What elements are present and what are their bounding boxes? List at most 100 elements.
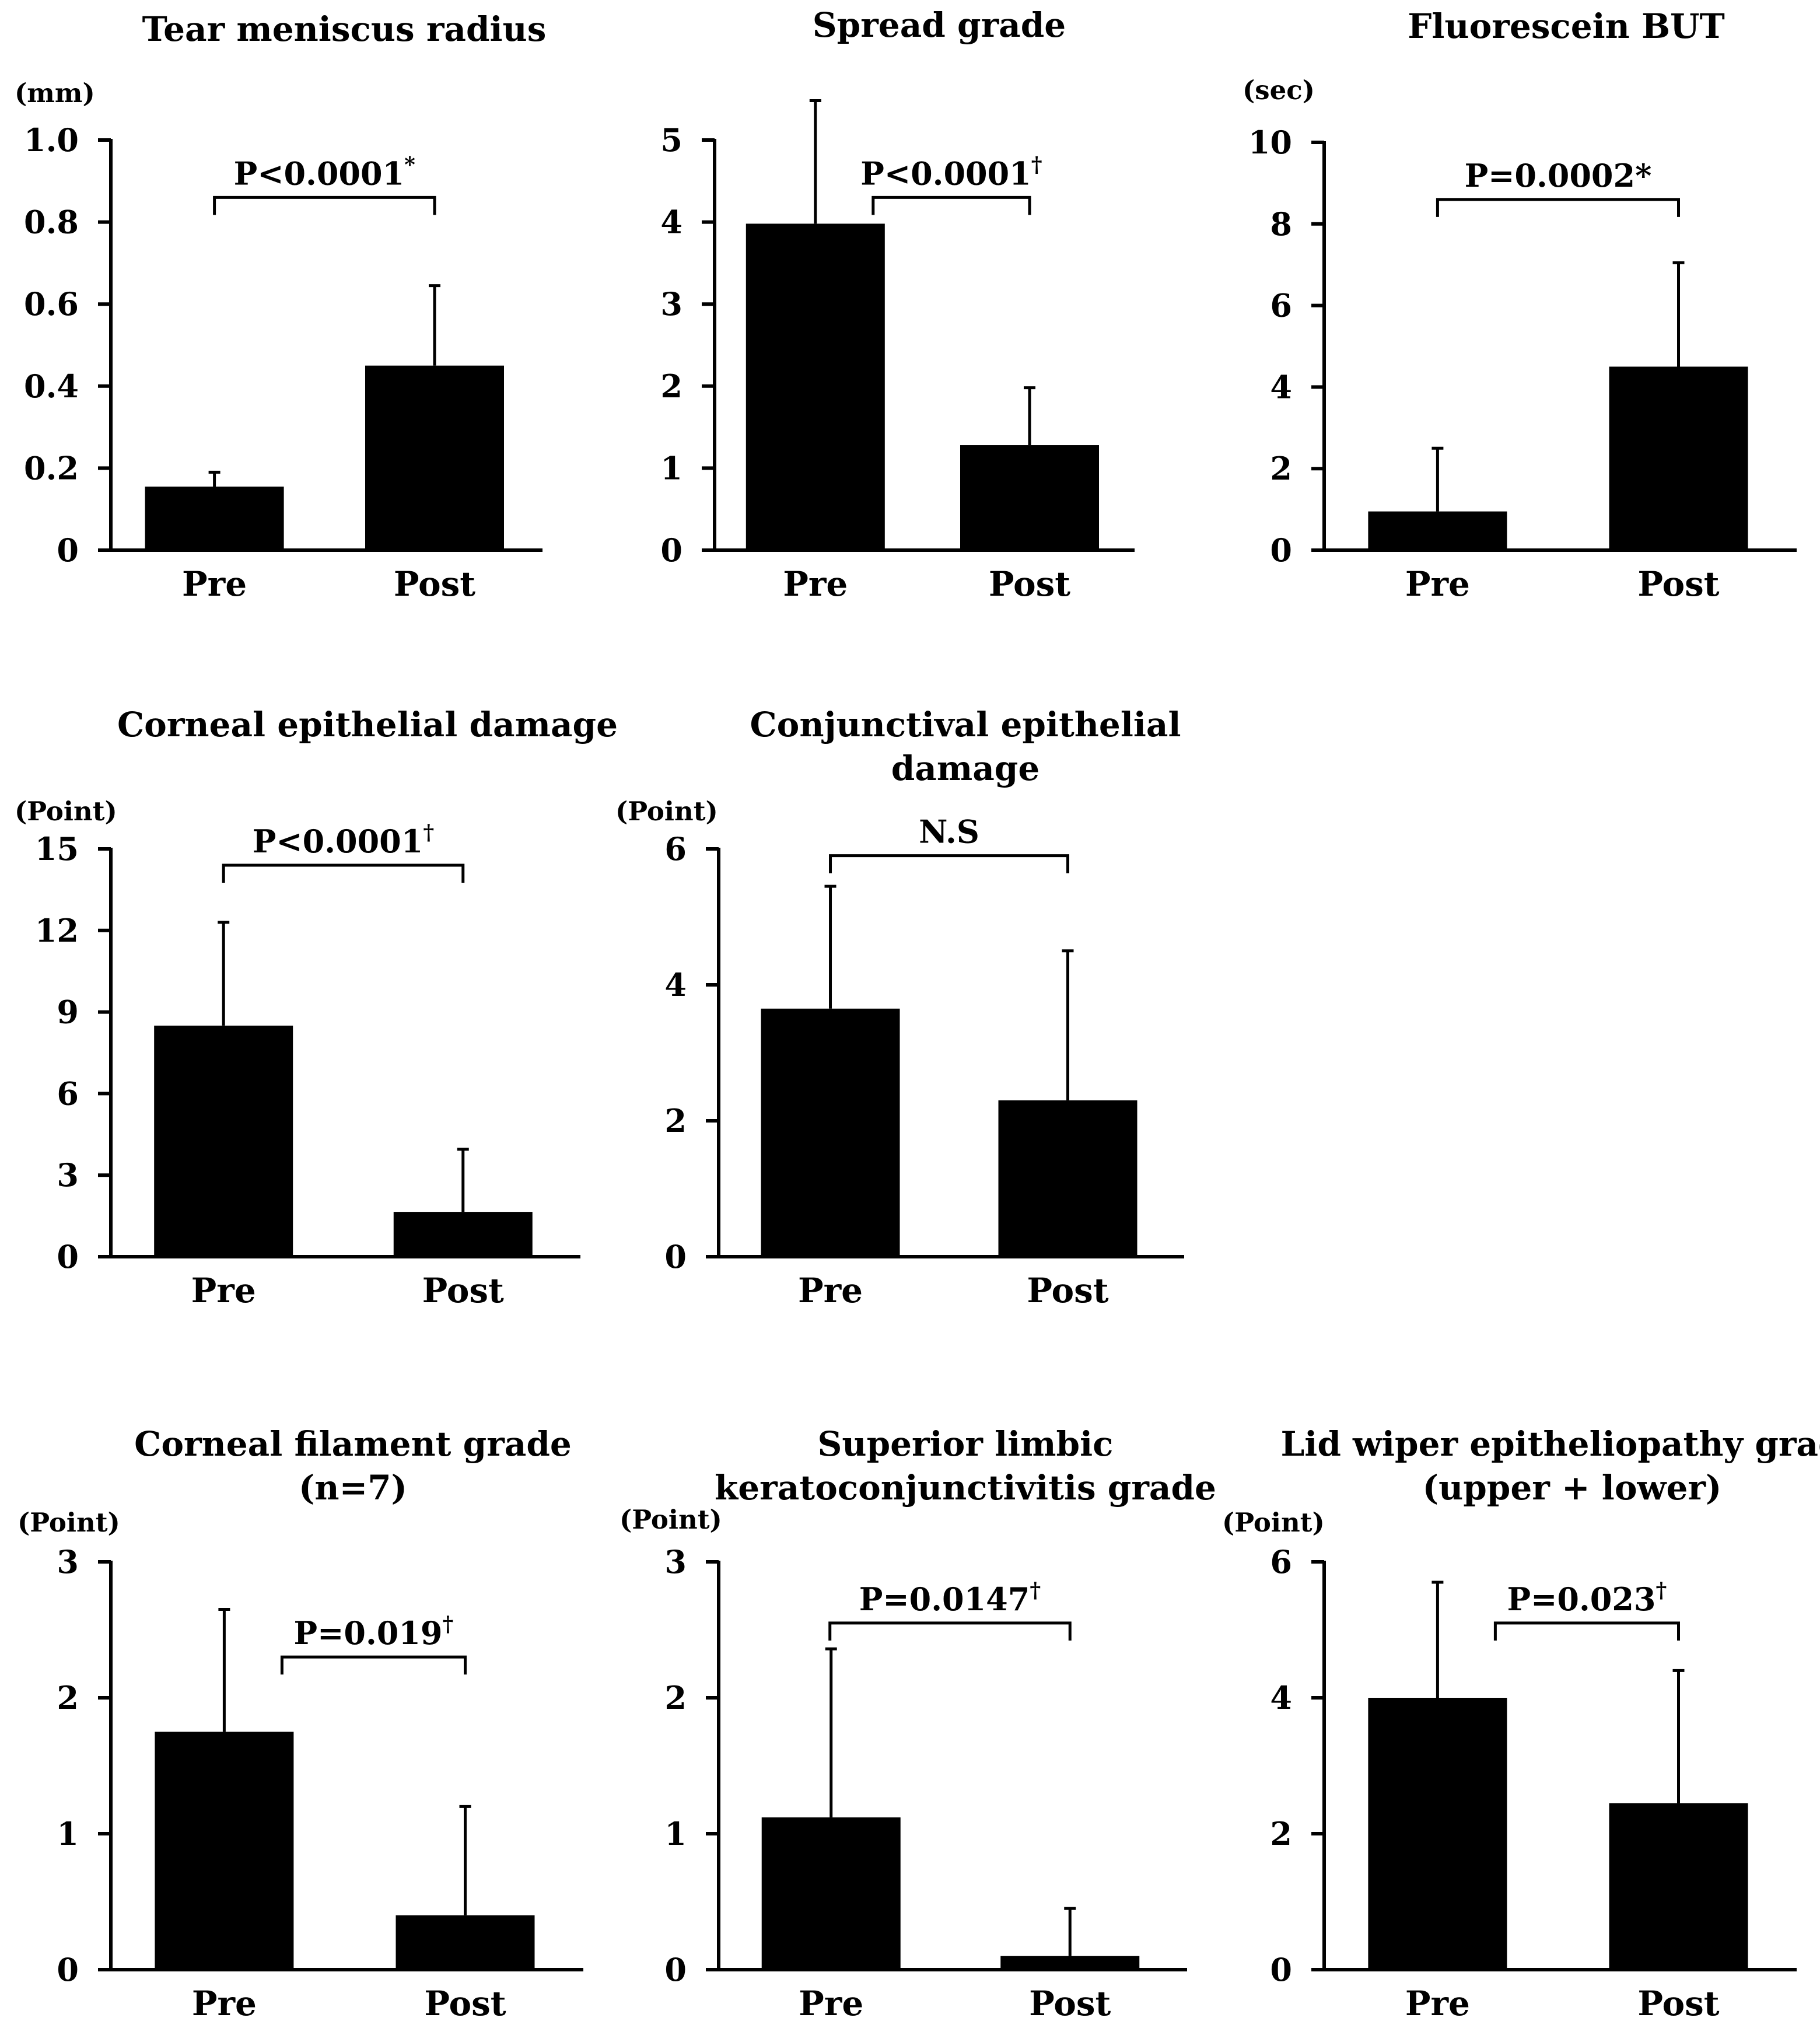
significance-label: P=0.0002*: [1465, 157, 1652, 194]
y-unit-label: (Point): [615, 796, 718, 827]
significance-mark: †: [1030, 1578, 1041, 1603]
y-tick-label: 2: [1270, 450, 1292, 487]
significance-label: P=0.019†: [294, 1612, 454, 1652]
significance-bracket: [1493, 1621, 1680, 1641]
chart-panel-8: Lid wiper epitheliopathy grade(upper + l…: [1222, 1424, 1820, 2021]
significance-bracket: [222, 863, 465, 883]
x-category-label: Pre: [182, 564, 247, 604]
y-tick-label: 2: [660, 368, 682, 405]
significance-mark: †: [443, 1612, 454, 1637]
y-tick-label: 0: [664, 1951, 687, 1988]
y-unit-label: (Point): [15, 796, 117, 827]
y-tick-label: 8: [1270, 205, 1292, 243]
x-category-label: Pre: [1405, 564, 1470, 604]
y-tick-label: 1: [660, 449, 682, 487]
y-tick-label: 3: [660, 285, 682, 323]
x-category-label: Pre: [798, 1271, 863, 1310]
bar-pre: [746, 223, 885, 550]
y-tick-label: 4: [664, 966, 687, 1003]
y-tick-label: 3: [664, 1543, 687, 1581]
chart-title: keratoconjunctivitis grade: [715, 1468, 1216, 1508]
x-category-label: Pre: [799, 1984, 863, 2018]
y-tick-label: 2: [664, 1102, 687, 1139]
y-tick-label: 0: [57, 1238, 79, 1275]
y-tick-label: 6: [1270, 287, 1292, 324]
significance-label: P<0.0001†: [860, 152, 1042, 192]
y-tick-label: 0: [57, 532, 79, 569]
bar-pre: [761, 1817, 901, 1970]
y-tick-label: 0: [664, 1238, 687, 1275]
y-tick-label: 4: [1270, 368, 1292, 405]
y-unit-label: (Point): [18, 1507, 120, 1538]
y-tick-label: 1.0: [24, 121, 79, 159]
y-tick-label: 1: [664, 1815, 687, 1852]
y-tick-label: 6: [57, 1075, 79, 1112]
chart-panel-6: Corneal filament grade(n=7) (Point) 0 1 2 3 Pr…: [18, 1424, 583, 2021]
x-category-label: Post: [424, 1984, 506, 2018]
y-tick-label: 0: [1270, 1951, 1292, 1988]
chart-title: (upper + lower): [1423, 1468, 1722, 1508]
bar-post: [1609, 1803, 1748, 1970]
y-tick-label: 3: [57, 1543, 79, 1581]
x-category-label: Pre: [783, 564, 848, 604]
chart-title: Spread grade: [813, 5, 1066, 45]
y-unit-label: (sec): [1242, 75, 1315, 106]
x-category-label: Post: [1637, 564, 1719, 604]
y-tick-label: 3: [57, 1156, 79, 1194]
y-tick-label: 4: [660, 204, 682, 241]
bar-post: [1609, 366, 1748, 550]
x-category-label: Post: [989, 564, 1070, 604]
significance-mark: †: [1656, 1578, 1667, 1603]
significance-mark: †: [423, 820, 434, 845]
significance-label: P=0.023†: [1507, 1578, 1667, 1618]
chart-title: Corneal filament grade: [134, 1424, 572, 1464]
chart-panel-4: Corneal epithelial damage (Point) 0 3 6 9 12 15…: [15, 705, 618, 1310]
x-category-label: Post: [1027, 1271, 1108, 1310]
y-tick-label: 10: [1248, 124, 1292, 161]
y-tick-label: 0: [57, 1951, 79, 1988]
chart-title: Lid wiper epitheliopathy grade: [1281, 1424, 1820, 1464]
chart-panel-1: Tear meniscus radius (mm) 0 0.2 0.4 0.6 0.8 1.0…: [15, 9, 546, 604]
y-tick-label: 5: [660, 121, 682, 159]
y-tick-label: 9: [57, 994, 79, 1031]
significance-bracket: [829, 854, 1069, 873]
y-tick-label: 2: [1270, 1815, 1292, 1852]
significance-bracket: [872, 195, 1031, 215]
bar-pre: [1368, 511, 1507, 550]
bar-pre: [145, 487, 284, 550]
x-category-label: Post: [1637, 1984, 1719, 2018]
x-category-label: Post: [422, 1271, 504, 1310]
y-tick-label: 0: [1270, 532, 1292, 569]
chart-title: damage: [891, 749, 1040, 788]
chart-title: Superior limbic: [818, 1424, 1114, 1464]
y-tick-label: 1: [57, 1815, 79, 1852]
y-tick-label: 4: [1270, 1679, 1292, 1716]
bar-pre: [1368, 1698, 1507, 1970]
significance-bracket: [828, 1621, 1072, 1641]
y-unit-label: (mm): [15, 78, 95, 109]
chart-panel-3: Fluorescein BUT (sec) 0 2 4 6 8 10 Pre Post P=0.00…: [1242, 6, 1797, 604]
x-category-label: Pre: [192, 1984, 257, 2018]
y-tick-label: 2: [57, 1679, 79, 1716]
significance-bracket: [213, 195, 436, 215]
bar-post: [1000, 1956, 1140, 1970]
bar-post: [365, 365, 504, 550]
bar-post: [960, 445, 1099, 550]
y-tick-label: 0.6: [24, 285, 79, 323]
y-tick-label: 0.8: [24, 204, 79, 241]
y-tick-label: 12: [35, 912, 79, 949]
chart-panel-2: Spread grade 0 1 2 3 4 5 Pre Post P<0.0001†: [660, 5, 1135, 604]
y-tick-label: 0: [660, 532, 682, 569]
significance-label: P<0.0001†: [253, 820, 434, 860]
chart-title: Fluorescein BUT: [1408, 6, 1725, 46]
bar-pre: [761, 1008, 900, 1257]
significance-mark: †: [1031, 152, 1042, 177]
significance-bracket: [280, 1655, 467, 1675]
chart-title: Corneal epithelial damage: [117, 705, 618, 744]
chart-title: Conjunctival epithelial: [750, 705, 1181, 744]
chart-title: (n=7): [299, 1468, 407, 1508]
y-tick-label: 2: [664, 1679, 687, 1716]
